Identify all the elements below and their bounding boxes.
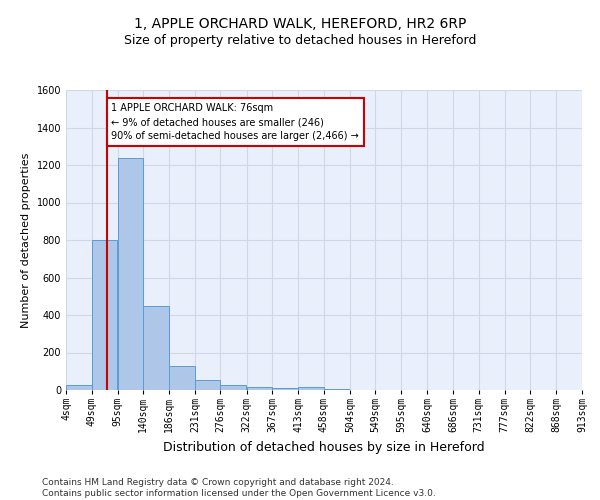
Text: 1 APPLE ORCHARD WALK: 76sqm
← 9% of detached houses are smaller (246)
90% of sem: 1 APPLE ORCHARD WALK: 76sqm ← 9% of deta… <box>112 103 359 141</box>
Bar <box>247 387 272 390</box>
Bar <box>66 386 92 390</box>
Bar <box>298 387 324 390</box>
Bar <box>220 386 246 390</box>
Bar <box>92 240 117 390</box>
Bar <box>324 389 349 390</box>
Bar <box>169 366 195 390</box>
Bar <box>272 388 298 390</box>
Bar <box>143 306 169 390</box>
X-axis label: Distribution of detached houses by size in Hereford: Distribution of detached houses by size … <box>163 440 485 454</box>
Text: Contains HM Land Registry data © Crown copyright and database right 2024.
Contai: Contains HM Land Registry data © Crown c… <box>42 478 436 498</box>
Text: Size of property relative to detached houses in Hereford: Size of property relative to detached ho… <box>124 34 476 47</box>
Text: 1, APPLE ORCHARD WALK, HEREFORD, HR2 6RP: 1, APPLE ORCHARD WALK, HEREFORD, HR2 6RP <box>134 18 466 32</box>
Bar <box>118 158 143 390</box>
Y-axis label: Number of detached properties: Number of detached properties <box>21 152 31 328</box>
Bar <box>195 380 220 390</box>
